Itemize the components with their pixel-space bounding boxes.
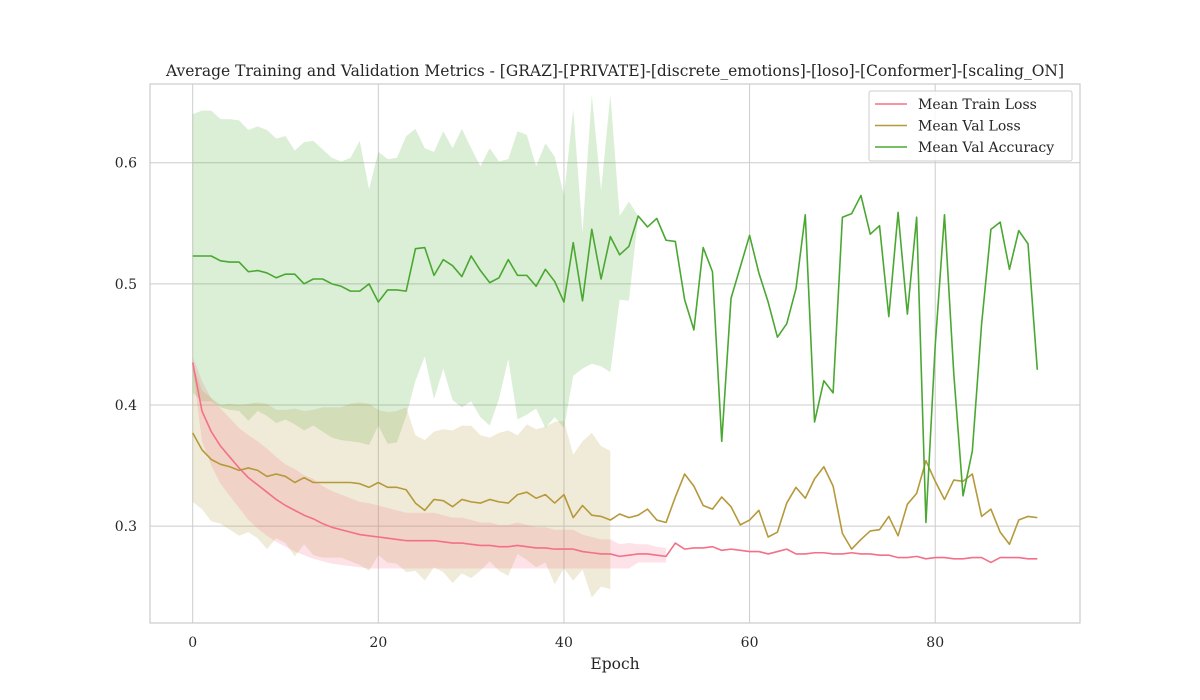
x-tick-labels: 0 20 40 60 80 (188, 635, 944, 651)
series-line-1 (191, 432, 1038, 550)
y-tick-label: 0.6 (115, 156, 137, 172)
legend-label-1: Mean Val Loss (918, 119, 1021, 135)
chart-title: Average Training and Validation Metrics … (165, 62, 1064, 80)
legend-box (868, 90, 1073, 162)
series-band-2 (192, 94, 657, 445)
y-tick-label: 0.5 (115, 277, 137, 293)
series-line-0 (191, 362, 1038, 564)
plot-frame (149, 83, 1081, 624)
legend-label-2: Mean Val Accuracy (918, 140, 1054, 156)
y-tick-label: 0.3 (115, 519, 137, 535)
y-tick-labels: 0.3 0.4 0.5 0.6 (115, 156, 137, 535)
series-band-0 (192, 356, 667, 569)
plot-background (150, 84, 1080, 623)
x-axis-label: Epoch (590, 655, 639, 673)
x-tick-label: 0 (188, 635, 197, 651)
x-tick-label: 60 (741, 635, 759, 651)
series-lines (191, 194, 1039, 564)
y-tick-label: 0.4 (115, 398, 137, 414)
series-line-2 (192, 194, 1039, 524)
legend-label-0: Mean Train Loss (918, 97, 1037, 113)
x-tick-label: 80 (926, 635, 944, 651)
x-tick-label: 20 (369, 635, 387, 651)
series-band-1 (192, 363, 611, 598)
x-tick-label: 40 (555, 635, 573, 651)
legend: Mean Train Loss Mean Val Loss Mean Val Acc… (868, 90, 1073, 162)
uncertainty-bands (192, 94, 667, 598)
